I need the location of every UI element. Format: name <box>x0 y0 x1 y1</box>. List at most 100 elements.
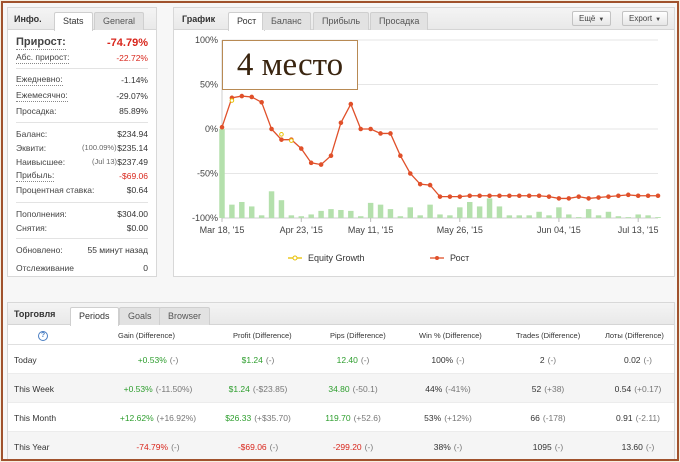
more-button[interactable]: Ещё ▼ <box>572 11 612 26</box>
equity-point <box>229 98 235 103</box>
volume-bar <box>566 214 572 218</box>
chevron-down-icon: ▼ <box>598 17 605 23</box>
lots-value: 0.02 <box>623 355 641 365</box>
growth-point <box>566 196 572 201</box>
volume-bar <box>467 201 473 218</box>
growth-point <box>447 194 453 199</box>
profit-row: Прибыль: -$69.06 <box>16 170 148 182</box>
profit-difference: (-$23.85) <box>252 384 288 394</box>
abs-growth-value: -22.72% <box>116 53 148 63</box>
withdrawals-row: Снятия: $0.00 <box>16 222 148 234</box>
lots-cell: 0.02 (-) <box>624 355 652 365</box>
growth-point <box>576 194 582 199</box>
gain-difference: (-) <box>169 355 179 365</box>
profit-value: $26.33 <box>225 413 252 423</box>
profit-label: Прибыль: <box>16 170 55 182</box>
gain-cell: +0.53% (-) <box>138 355 179 365</box>
abs-growth-row: Абс. прирост: -22.72% <box>16 52 148 64</box>
growth-point <box>279 137 284 142</box>
volume-bar <box>387 209 394 218</box>
growth-point <box>308 160 314 166</box>
profit-difference: (-) <box>269 442 279 452</box>
stats-tabbar: Инфо. Stats General <box>8 8 156 31</box>
win-cell: 53% (+12%) <box>424 413 472 423</box>
tab-growth[interactable]: Рост <box>228 12 266 31</box>
volume-bar <box>437 214 443 218</box>
lots-cell: 0.54 (+0.17) <box>615 384 662 394</box>
table-row: This Month +12.62% (+16.92%) $26.33 (+$35.70… <box>8 403 674 432</box>
profit-value: -$69.06 <box>237 442 267 452</box>
updated-value: 55 минут назад <box>87 245 148 255</box>
volume-bar <box>496 206 503 218</box>
highest-label: Наивысшее: <box>16 157 66 167</box>
profit-cell: -$69.06 (-) <box>238 442 278 452</box>
pips-cell: -299.20 (-) <box>333 442 373 452</box>
updated-row: Обновлено: 55 минут назад <box>16 244 148 256</box>
volume-bar <box>447 215 453 218</box>
pips-difference: (-50.1) <box>352 384 378 394</box>
pips-cell: 34.80 (-50.1) <box>328 384 377 394</box>
growth-point <box>457 194 463 199</box>
export-button[interactable]: Export ▼ <box>622 11 669 26</box>
pips-difference: (-) <box>360 355 370 365</box>
trades-cell: 52 (+38) <box>532 384 565 394</box>
pips-value: 119.70 <box>325 413 351 423</box>
tab-goals[interactable]: Goals <box>119 307 161 325</box>
drawdown-label: Просадка: <box>16 106 57 116</box>
legend-marker-growth <box>435 256 439 260</box>
tab-stats[interactable]: Stats <box>54 12 93 31</box>
period-label: This Month <box>14 413 57 423</box>
export-label: Export <box>629 14 653 23</box>
volume-bar <box>239 201 245 218</box>
deposits-row: Пополнения: $304.00 <box>16 208 148 220</box>
gain-difference: (-11.50%) <box>155 384 193 394</box>
volume-bar <box>526 215 532 218</box>
tab-balance[interactable]: Баланс <box>262 12 311 30</box>
growth-point <box>616 193 621 199</box>
legend-label-equity: Equity Growth <box>308 253 365 263</box>
info-icon[interactable]: ? <box>38 331 48 341</box>
tab-drawdown[interactable]: Просадка <box>370 12 429 30</box>
y-tick-label: 50% <box>200 80 218 90</box>
volume-bar <box>358 216 364 218</box>
volume-bar <box>615 216 622 218</box>
trades-value: 66 <box>530 413 540 423</box>
growth-point <box>625 192 631 198</box>
trading-panel: Торговля Periods Goals Browser ? Gain (D… <box>7 302 675 459</box>
volume-bar <box>556 207 562 218</box>
tab-profit[interactable]: Прибыль <box>313 12 370 30</box>
divider <box>16 238 148 239</box>
volume-bar <box>308 214 314 218</box>
y-tick-label: -100% <box>192 213 218 223</box>
equity-percent: (100.09%) <box>82 143 117 152</box>
gain-value: -74.79% <box>136 442 169 452</box>
tab-general[interactable]: General <box>94 12 145 30</box>
growth-point <box>526 193 532 199</box>
abs-growth-label: Абс. прирост: <box>16 52 70 64</box>
tab-browser[interactable]: Browser <box>159 307 211 325</box>
volume-bar <box>397 216 404 218</box>
profit-cell: $26.33 (+$35.70) <box>225 413 291 423</box>
tab-periods[interactable]: Periods <box>70 307 119 326</box>
interest-value: $0.64 <box>126 185 148 195</box>
volume-bar <box>417 215 423 218</box>
equity-label: Эквити: <box>16 143 47 153</box>
volume-bar <box>278 200 285 218</box>
interest-row: Процентная ставка: $0.64 <box>16 184 148 196</box>
y-tick-label: 0% <box>205 124 218 134</box>
gain-cell: +0.53% (-11.50%) <box>124 384 193 394</box>
gain-value: +0.53% <box>123 384 153 394</box>
trades-difference: (-178) <box>542 413 566 423</box>
period-label: Today <box>14 355 37 365</box>
volume-bar <box>585 209 592 218</box>
monthly-value: -29.07% <box>116 91 148 101</box>
growth-point <box>427 182 433 188</box>
highest-date: (Jul 13) <box>92 157 118 166</box>
growth-point <box>407 171 413 176</box>
growth-point <box>318 162 324 167</box>
chevron-down-icon: ▼ <box>655 17 662 23</box>
x-tick-label: May 26, '15 <box>437 225 483 235</box>
growth-point <box>645 193 651 199</box>
period-label: This Year <box>14 442 50 452</box>
chart-panel: График Рост Баланс Прибыль Просадка Ещё ▼… <box>173 7 675 277</box>
